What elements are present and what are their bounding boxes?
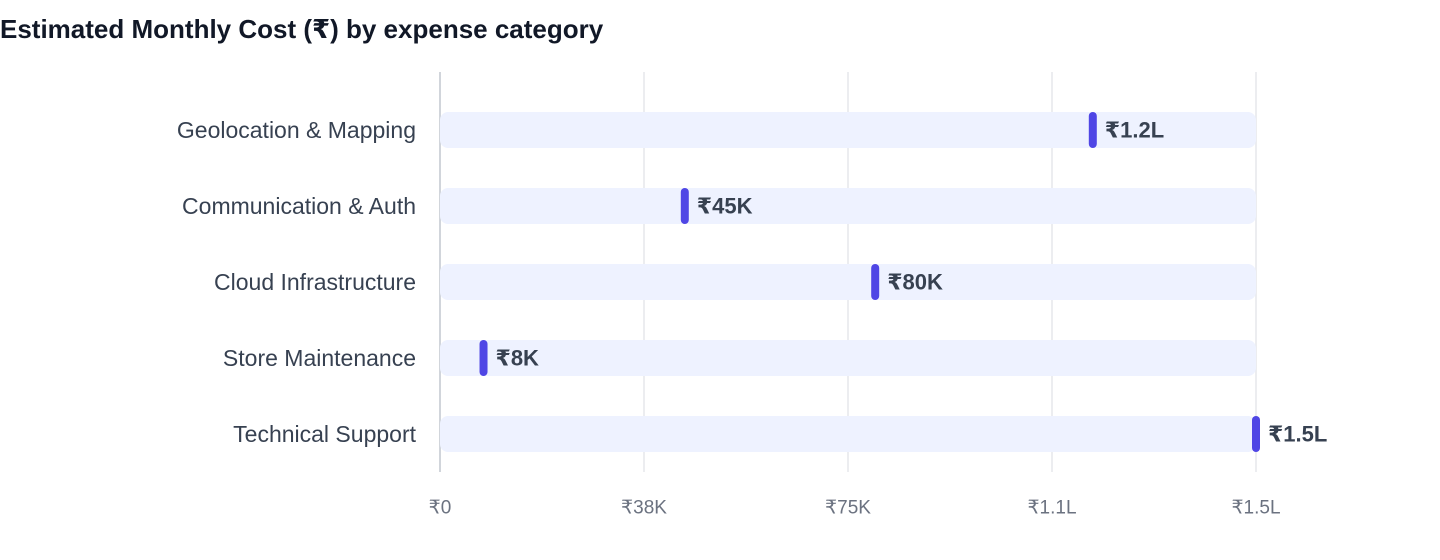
value-marker [1252,416,1260,452]
x-tick-label: ₹1.5L [1231,498,1280,519]
value-label: ₹1.5L [1268,422,1327,447]
chart-title: Estimated Monthly Cost (₹) by expense ca… [0,14,604,44]
value-marker [1088,112,1097,148]
x-tick-label: ₹38K [621,498,667,519]
bar-track [440,416,1256,452]
bar-track [440,188,1256,224]
category-label: Geolocation & Mapping [177,117,416,143]
value-marker [479,340,488,376]
x-tick-label: ₹1.1L [1027,498,1076,519]
x-tick-label: ₹75K [825,498,871,519]
x-tick-label: ₹0 [429,498,452,519]
value-label: ₹80K [887,270,943,295]
value-marker [871,264,880,300]
bar-track [440,112,1256,148]
value-label: ₹1.2L [1105,118,1164,143]
value-marker [680,188,689,224]
bar-track [440,340,1256,376]
value-label: ₹45K [697,194,753,219]
category-label: Cloud Infrastructure [214,269,416,295]
category-label: Store Maintenance [223,345,416,371]
category-label: Communication & Auth [182,193,416,219]
bar-track [440,264,1256,300]
value-label: ₹8K [496,346,540,371]
category-label: Technical Support [233,421,416,447]
